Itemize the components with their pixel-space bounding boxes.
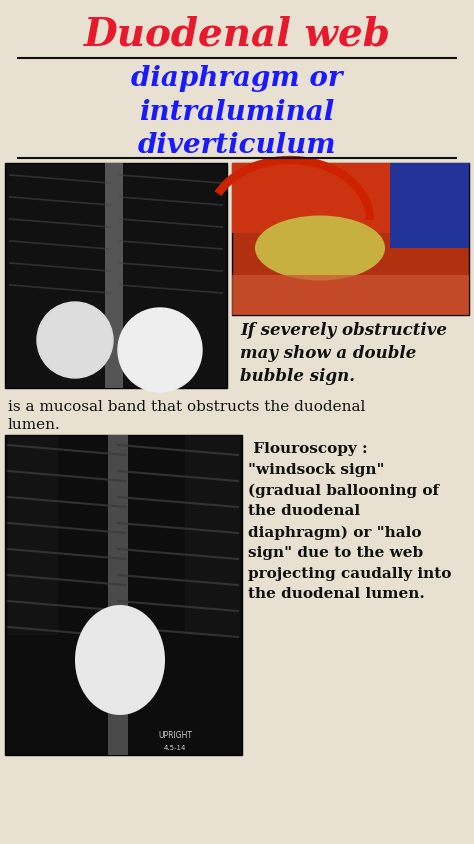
Bar xyxy=(5,435,242,755)
Bar xyxy=(232,275,469,315)
Text: Flouroscopy :
"windsock sign"
(gradual ballooning of
the duodenal
diaphragm) or : Flouroscopy : "windsock sign" (gradual b… xyxy=(248,442,451,602)
Bar xyxy=(390,163,469,248)
Circle shape xyxy=(37,302,113,378)
Text: 4.5-14: 4.5-14 xyxy=(164,745,186,751)
Text: Duodenal web: Duodenal web xyxy=(83,16,391,54)
Ellipse shape xyxy=(75,605,165,715)
Bar xyxy=(232,163,469,233)
Text: UPRIGHT: UPRIGHT xyxy=(158,732,192,740)
Bar xyxy=(105,163,123,388)
Bar xyxy=(232,163,469,315)
Bar xyxy=(185,435,240,635)
Bar xyxy=(108,435,128,755)
Bar xyxy=(5,163,227,388)
Text: is a mucosal band that obstructs the duodenal
lumen.: is a mucosal band that obstructs the duo… xyxy=(8,400,365,432)
Circle shape xyxy=(118,308,202,392)
Text: If severely obstructive
may show a double
bubble sign.: If severely obstructive may show a doubl… xyxy=(240,322,447,385)
Ellipse shape xyxy=(255,215,385,280)
Bar xyxy=(8,435,58,635)
Text: diaphragm or
intraluminal
diverticulum: diaphragm or intraluminal diverticulum xyxy=(131,65,343,159)
